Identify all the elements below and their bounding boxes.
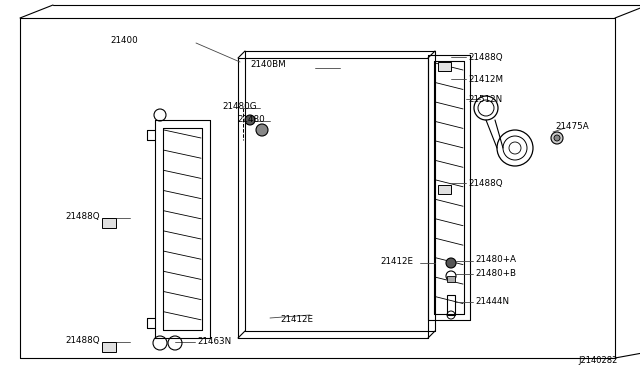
Circle shape (245, 115, 255, 125)
Text: 21488Q: 21488Q (468, 52, 502, 61)
Text: 21400: 21400 (110, 35, 138, 45)
Circle shape (551, 132, 563, 144)
Bar (438, 62, 451, 71)
Text: 21412E: 21412E (380, 257, 413, 266)
Circle shape (446, 258, 456, 268)
Text: 21412E: 21412E (280, 315, 313, 324)
Text: 21488Q: 21488Q (65, 336, 100, 344)
Bar (102, 342, 116, 352)
Bar (438, 185, 451, 194)
Bar (102, 218, 116, 228)
Circle shape (256, 124, 268, 136)
Circle shape (554, 135, 560, 141)
Text: 21463N: 21463N (197, 337, 231, 346)
Text: 21480+A: 21480+A (475, 256, 516, 264)
Text: 2140BM: 2140BM (250, 60, 285, 68)
Bar (447, 295, 455, 315)
Text: 21475A: 21475A (555, 122, 589, 131)
Text: 21480G: 21480G (222, 102, 257, 110)
Text: 21480: 21480 (237, 115, 265, 124)
Text: 21480+B: 21480+B (475, 269, 516, 278)
Text: 21412M: 21412M (468, 74, 503, 83)
Text: J2140282: J2140282 (579, 356, 618, 365)
Text: 21444N: 21444N (475, 296, 509, 305)
Bar (447, 276, 455, 282)
Text: 21488Q: 21488Q (468, 179, 502, 187)
Text: 21488Q: 21488Q (65, 212, 100, 221)
Text: 21512N: 21512N (468, 94, 502, 103)
